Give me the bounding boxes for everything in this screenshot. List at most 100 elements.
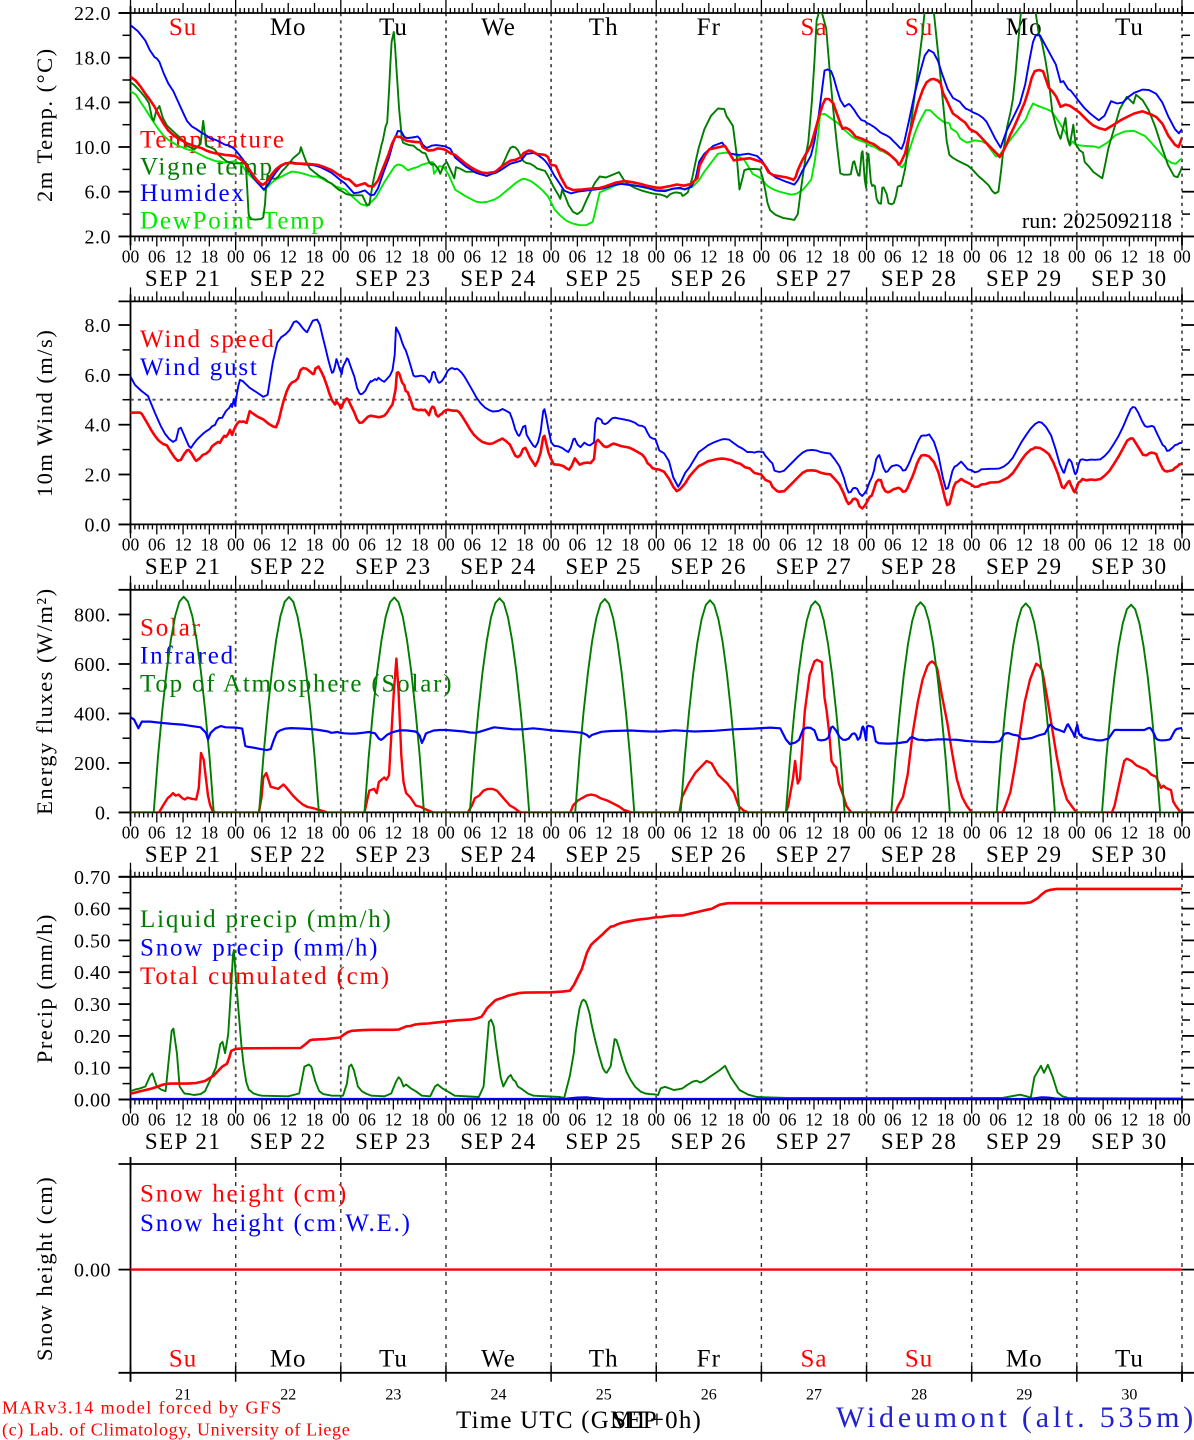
svg-text:18: 18 (726, 1110, 744, 1130)
svg-text:22: 22 (280, 1387, 296, 1404)
svg-text:12: 12 (174, 822, 192, 842)
svg-text:00: 00 (647, 822, 665, 842)
svg-text:SEP 26: SEP 26 (671, 554, 748, 579)
svg-text:18: 18 (306, 1110, 324, 1130)
svg-text:06: 06 (463, 534, 481, 554)
svg-text:18: 18 (937, 246, 955, 266)
svg-text:18: 18 (411, 1110, 429, 1130)
svg-text:18: 18 (516, 534, 534, 554)
svg-text:SEP 25: SEP 25 (565, 554, 642, 579)
svg-text:00: 00 (647, 246, 665, 266)
svg-text:06: 06 (1094, 1110, 1112, 1130)
svg-text:18: 18 (726, 534, 744, 554)
svg-text:12: 12 (805, 822, 823, 842)
svg-text:Time UTC (GMT+0h): Time UTC (GMT+0h) (456, 1407, 702, 1434)
svg-text:Top of Atmosphere (Solar): Top of Atmosphere (Solar) (140, 671, 453, 698)
svg-text:00: 00 (753, 822, 771, 842)
svg-text:0.70: 0.70 (74, 867, 111, 889)
svg-text:We: We (481, 14, 516, 41)
svg-text:00: 00 (437, 822, 455, 842)
svg-text:2.0: 2.0 (85, 226, 112, 248)
svg-text:SEP 28: SEP 28 (881, 554, 958, 579)
svg-text:00: 00 (647, 534, 665, 554)
svg-text:06: 06 (1094, 246, 1112, 266)
svg-text:SEP 25: SEP 25 (565, 266, 642, 291)
svg-text:SEP 25: SEP 25 (565, 1129, 642, 1154)
svg-text:Snow height (cm): Snow height (cm) (140, 1180, 348, 1207)
svg-text:DewPoint Temp: DewPoint Temp (140, 208, 326, 235)
svg-text:0.00: 0.00 (74, 1260, 111, 1282)
svg-text:18: 18 (832, 534, 850, 554)
svg-text:21: 21 (175, 1387, 191, 1404)
svg-text:00: 00 (227, 246, 245, 266)
svg-text:Su: Su (905, 1346, 933, 1373)
svg-text:12: 12 (490, 822, 508, 842)
svg-text:06: 06 (674, 534, 692, 554)
svg-text:SEP 25: SEP 25 (565, 842, 642, 867)
svg-text:10m Wind (m/s): 10m Wind (m/s) (32, 329, 57, 497)
svg-text:SEP 22: SEP 22 (250, 266, 327, 291)
svg-text:14.0: 14.0 (74, 92, 111, 114)
svg-text:12: 12 (1121, 1110, 1139, 1130)
svg-text:12: 12 (595, 1110, 613, 1130)
svg-text:06: 06 (569, 534, 587, 554)
svg-text:Solar: Solar (140, 615, 202, 642)
svg-text:00: 00 (1173, 822, 1191, 842)
svg-text:00: 00 (122, 1110, 140, 1130)
svg-text:We: We (481, 1346, 516, 1373)
svg-text:SEP 21: SEP 21 (145, 266, 222, 291)
svg-text:SEP 21: SEP 21 (145, 842, 222, 867)
svg-text:10.0: 10.0 (74, 137, 111, 159)
svg-text:00: 00 (858, 822, 876, 842)
svg-text:12: 12 (910, 822, 928, 842)
svg-text:SEP 24: SEP 24 (460, 554, 537, 579)
svg-text:0.10: 0.10 (74, 1058, 111, 1080)
svg-text:06: 06 (253, 534, 271, 554)
svg-text:SEP 26: SEP 26 (671, 842, 748, 867)
svg-text:12: 12 (805, 1110, 823, 1130)
svg-text:800.: 800. (74, 605, 111, 627)
svg-text:18: 18 (411, 822, 429, 842)
svg-text:06: 06 (148, 534, 166, 554)
svg-text:06: 06 (779, 1110, 797, 1130)
svg-text:SEP 23: SEP 23 (355, 1129, 432, 1154)
svg-text:Fr: Fr (697, 14, 721, 41)
svg-text:SEP 23: SEP 23 (355, 554, 432, 579)
svg-text:00: 00 (1068, 1110, 1086, 1130)
svg-text:00: 00 (542, 246, 560, 266)
svg-text:0.: 0. (95, 802, 111, 824)
svg-text:18: 18 (201, 822, 219, 842)
svg-text:4.0: 4.0 (85, 415, 112, 437)
svg-text:00: 00 (1068, 246, 1086, 266)
svg-text:06: 06 (358, 1110, 376, 1130)
svg-text:Tu: Tu (379, 1346, 408, 1373)
svg-text:00: 00 (332, 534, 350, 554)
svg-text:12: 12 (490, 246, 508, 266)
svg-text:SEP 24: SEP 24 (460, 842, 537, 867)
svg-text:Liquid precip (mm/h): Liquid precip (mm/h) (140, 906, 393, 933)
svg-text:18: 18 (937, 822, 955, 842)
svg-text:18: 18 (1147, 534, 1165, 554)
svg-text:12: 12 (910, 534, 928, 554)
svg-text:18: 18 (1042, 246, 1060, 266)
svg-text:18: 18 (306, 246, 324, 266)
svg-text:SEP 28: SEP 28 (881, 266, 958, 291)
svg-text:18: 18 (306, 822, 324, 842)
svg-text:SEP 26: SEP 26 (671, 1129, 748, 1154)
svg-text:12: 12 (174, 246, 192, 266)
svg-text:run: 2025092118: run: 2025092118 (1022, 208, 1172, 233)
svg-text:SEP 30: SEP 30 (1091, 842, 1168, 867)
svg-text:06: 06 (569, 822, 587, 842)
svg-text:12: 12 (700, 534, 718, 554)
svg-text:Tu: Tu (1115, 14, 1144, 41)
svg-text:SEP 21: SEP 21 (145, 554, 222, 579)
svg-text:Snow height (cm W.E.): Snow height (cm W.E.) (140, 1210, 412, 1237)
svg-text:Snow height (cm): Snow height (cm) (32, 1176, 57, 1361)
svg-text:Th: Th (589, 1346, 619, 1373)
svg-text:06: 06 (148, 1110, 166, 1130)
svg-text:06: 06 (253, 822, 271, 842)
svg-text:06: 06 (253, 1110, 271, 1130)
svg-text:12: 12 (279, 246, 297, 266)
svg-text:00: 00 (227, 822, 245, 842)
svg-text:00: 00 (122, 534, 140, 554)
